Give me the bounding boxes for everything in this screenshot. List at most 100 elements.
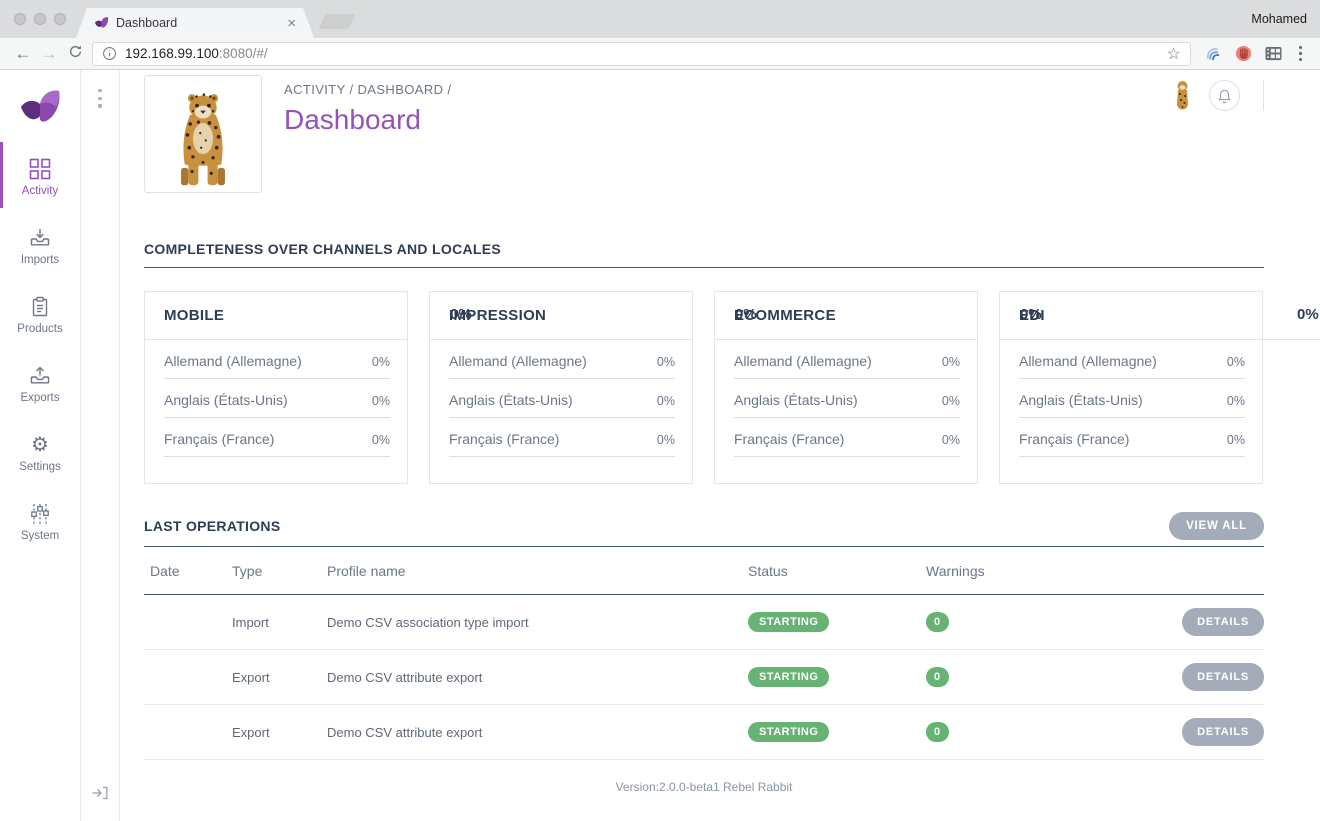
notifications-button[interactable] (1209, 80, 1240, 111)
clipped-card-rule (1263, 339, 1320, 340)
sidebar-item-label: Exports (20, 392, 60, 404)
sidebar-item-label: System (20, 530, 60, 542)
warnings-badge: 0 (926, 722, 949, 742)
completeness-section-title: COMPLETENESS OVER CHANNELS AND LOCALES (144, 241, 502, 257)
table-row: Export Demo CSV attribute export STARTIN… (144, 650, 1264, 705)
browser-tab[interactable]: Dashboard × (76, 8, 314, 38)
browser-profile-name[interactable]: Mohamed (1251, 12, 1307, 26)
sidebar-item-settings[interactable]: ⚙ Settings (0, 434, 80, 473)
refresh-icon[interactable] (62, 44, 88, 64)
last-operations-header: LAST OPERATIONS VIEW ALL (144, 511, 1264, 541)
column-header-type: Type (232, 562, 263, 579)
operations-table-header: Date Type Profile name Status Warnings (144, 547, 1264, 595)
sidebar-item-exports[interactable]: Exports (0, 365, 80, 404)
channel-average-edi: 0% (1297, 306, 1319, 323)
akeneo-favicon (94, 16, 109, 30)
channel-card-mobile: MOBILE Allemand (Allemagne) 0% Anglais (… (144, 291, 408, 484)
sliders-icon (0, 503, 80, 525)
breadcrumb[interactable]: ACTIVITY / DASHBOARD / (284, 82, 452, 97)
window-controls[interactable] (14, 13, 66, 25)
page-header: ACTIVITY / DASHBOARD / Dashboard (144, 75, 1264, 193)
sidebar-item-activity[interactable]: Activity (0, 142, 80, 208)
column-header-profile: Profile name (327, 562, 406, 579)
cell-profile: Demo CSV attribute export (327, 724, 483, 740)
locale-row: Anglais (États-Unis) 0% (734, 379, 960, 418)
channel-average-ecommerce: 0% (1020, 306, 1042, 323)
channel-name: IMPRESSION (430, 292, 692, 340)
channel-card-impression: IMPRESSION Allemand (Allemagne) 0% Angla… (429, 291, 693, 484)
cell-profile: Demo CSV attribute export (327, 669, 483, 685)
bell-icon (1218, 89, 1231, 104)
url-text[interactable]: 192.168.99.100:8080/#/ (125, 46, 1158, 61)
cell-type: Export (232, 724, 270, 740)
locale-row: Anglais (États-Unis) 0% (1019, 379, 1245, 418)
tab-close-icon[interactable]: × (287, 14, 296, 32)
channel-average-mobile: 0% (450, 306, 472, 323)
main-content: ACTIVITY / DASHBOARD / Dashboard (120, 70, 1320, 821)
new-tab-button[interactable] (318, 14, 356, 29)
back-icon[interactable]: ← (14, 43, 32, 63)
cell-profile: Demo CSV association type import (327, 614, 529, 630)
section-rule (144, 546, 1264, 547)
column-header-date: Date (150, 562, 180, 579)
import-tray-icon (0, 227, 80, 249)
sidebar-item-system[interactable]: System (0, 503, 80, 542)
sidebar-item-imports[interactable]: Imports (0, 227, 80, 266)
waves-extension-icon[interactable] (1205, 45, 1222, 62)
details-button[interactable]: DETAILS (1182, 663, 1264, 691)
window-minimize-button[interactable] (34, 13, 46, 25)
main-nav: Activity Imports (0, 70, 80, 821)
header-actions (1174, 75, 1264, 193)
browser-chrome: Dashboard × Mohamed ← → 192.168.99.100:8… (0, 0, 1320, 70)
sidebar-item-label: Settings (19, 461, 61, 473)
column-header-warnings: Warnings (926, 562, 985, 579)
status-badge: STARTING (748, 722, 830, 742)
clipboard-icon (0, 296, 80, 318)
locale-row: Français (France) 0% (164, 418, 390, 457)
locale-row: Anglais (États-Unis) 0% (449, 379, 675, 418)
cell-type: Export (232, 669, 270, 685)
stop-hand-extension-icon[interactable] (1235, 45, 1252, 62)
sidebar-item-label: Activity (21, 185, 59, 197)
tab-title: Dashboard (116, 16, 178, 30)
collapse-icon[interactable] (91, 784, 109, 807)
app-shell: Activity Imports (0, 70, 1320, 821)
info-icon[interactable] (102, 46, 117, 61)
film-extension-icon[interactable] (1265, 46, 1282, 61)
page-title: Dashboard (284, 104, 421, 135)
details-button[interactable]: DETAILS (1182, 718, 1264, 746)
url-bar[interactable]: 192.168.99.100:8080/#/ ☆ (92, 41, 1191, 66)
browser-toolbar: ← → 192.168.99.100:8080/#/ ☆ (0, 38, 1320, 70)
cell-type: Import (232, 614, 269, 630)
last-operations-section: LAST OPERATIONS VIEW ALL Date Type Profi… (144, 511, 1264, 760)
export-tray-icon (0, 365, 80, 387)
grid-icon (0, 158, 80, 180)
locale-row: Anglais (États-Unis) 0% (164, 379, 390, 418)
channel-card-edi: EDI Allemand (Allemagne) 0% Anglais (Éta… (999, 291, 1263, 484)
dashboard-illustration (144, 75, 262, 193)
browser-menu-icon[interactable] (1295, 46, 1306, 61)
sidebar-item-label: Products (17, 323, 63, 335)
window-close-button[interactable] (14, 13, 26, 25)
bookmark-star-icon[interactable]: ☆ (1166, 45, 1181, 63)
channel-average-impression: 0% (735, 306, 757, 323)
locale-row: Français (France) 0% (734, 418, 960, 457)
locale-row: Allemand (Allemagne) 0% (449, 340, 675, 379)
locale-row: Allemand (Allemagne) 0% (164, 340, 390, 379)
warnings-badge: 0 (926, 667, 949, 687)
gear-icon: ⚙ (31, 434, 49, 456)
url-host: 192.168.99.100 (125, 46, 219, 61)
drag-handle-icon[interactable] (98, 89, 102, 108)
forward-icon[interactable]: → (40, 43, 58, 63)
view-all-button[interactable]: VIEW ALL (1169, 512, 1264, 540)
header-divider (1263, 80, 1264, 111)
section-rule (144, 267, 1264, 268)
window-zoom-button[interactable] (54, 13, 66, 25)
locale-row: Allemand (Allemagne) 0% (1019, 340, 1245, 379)
avatar[interactable] (1174, 80, 1191, 110)
tree-panel-collapsed (80, 70, 120, 821)
details-button[interactable]: DETAILS (1182, 608, 1264, 636)
status-badge: STARTING (748, 667, 830, 687)
sidebar-item-label: Imports (20, 254, 60, 266)
sidebar-item-products[interactable]: Products (0, 296, 80, 335)
